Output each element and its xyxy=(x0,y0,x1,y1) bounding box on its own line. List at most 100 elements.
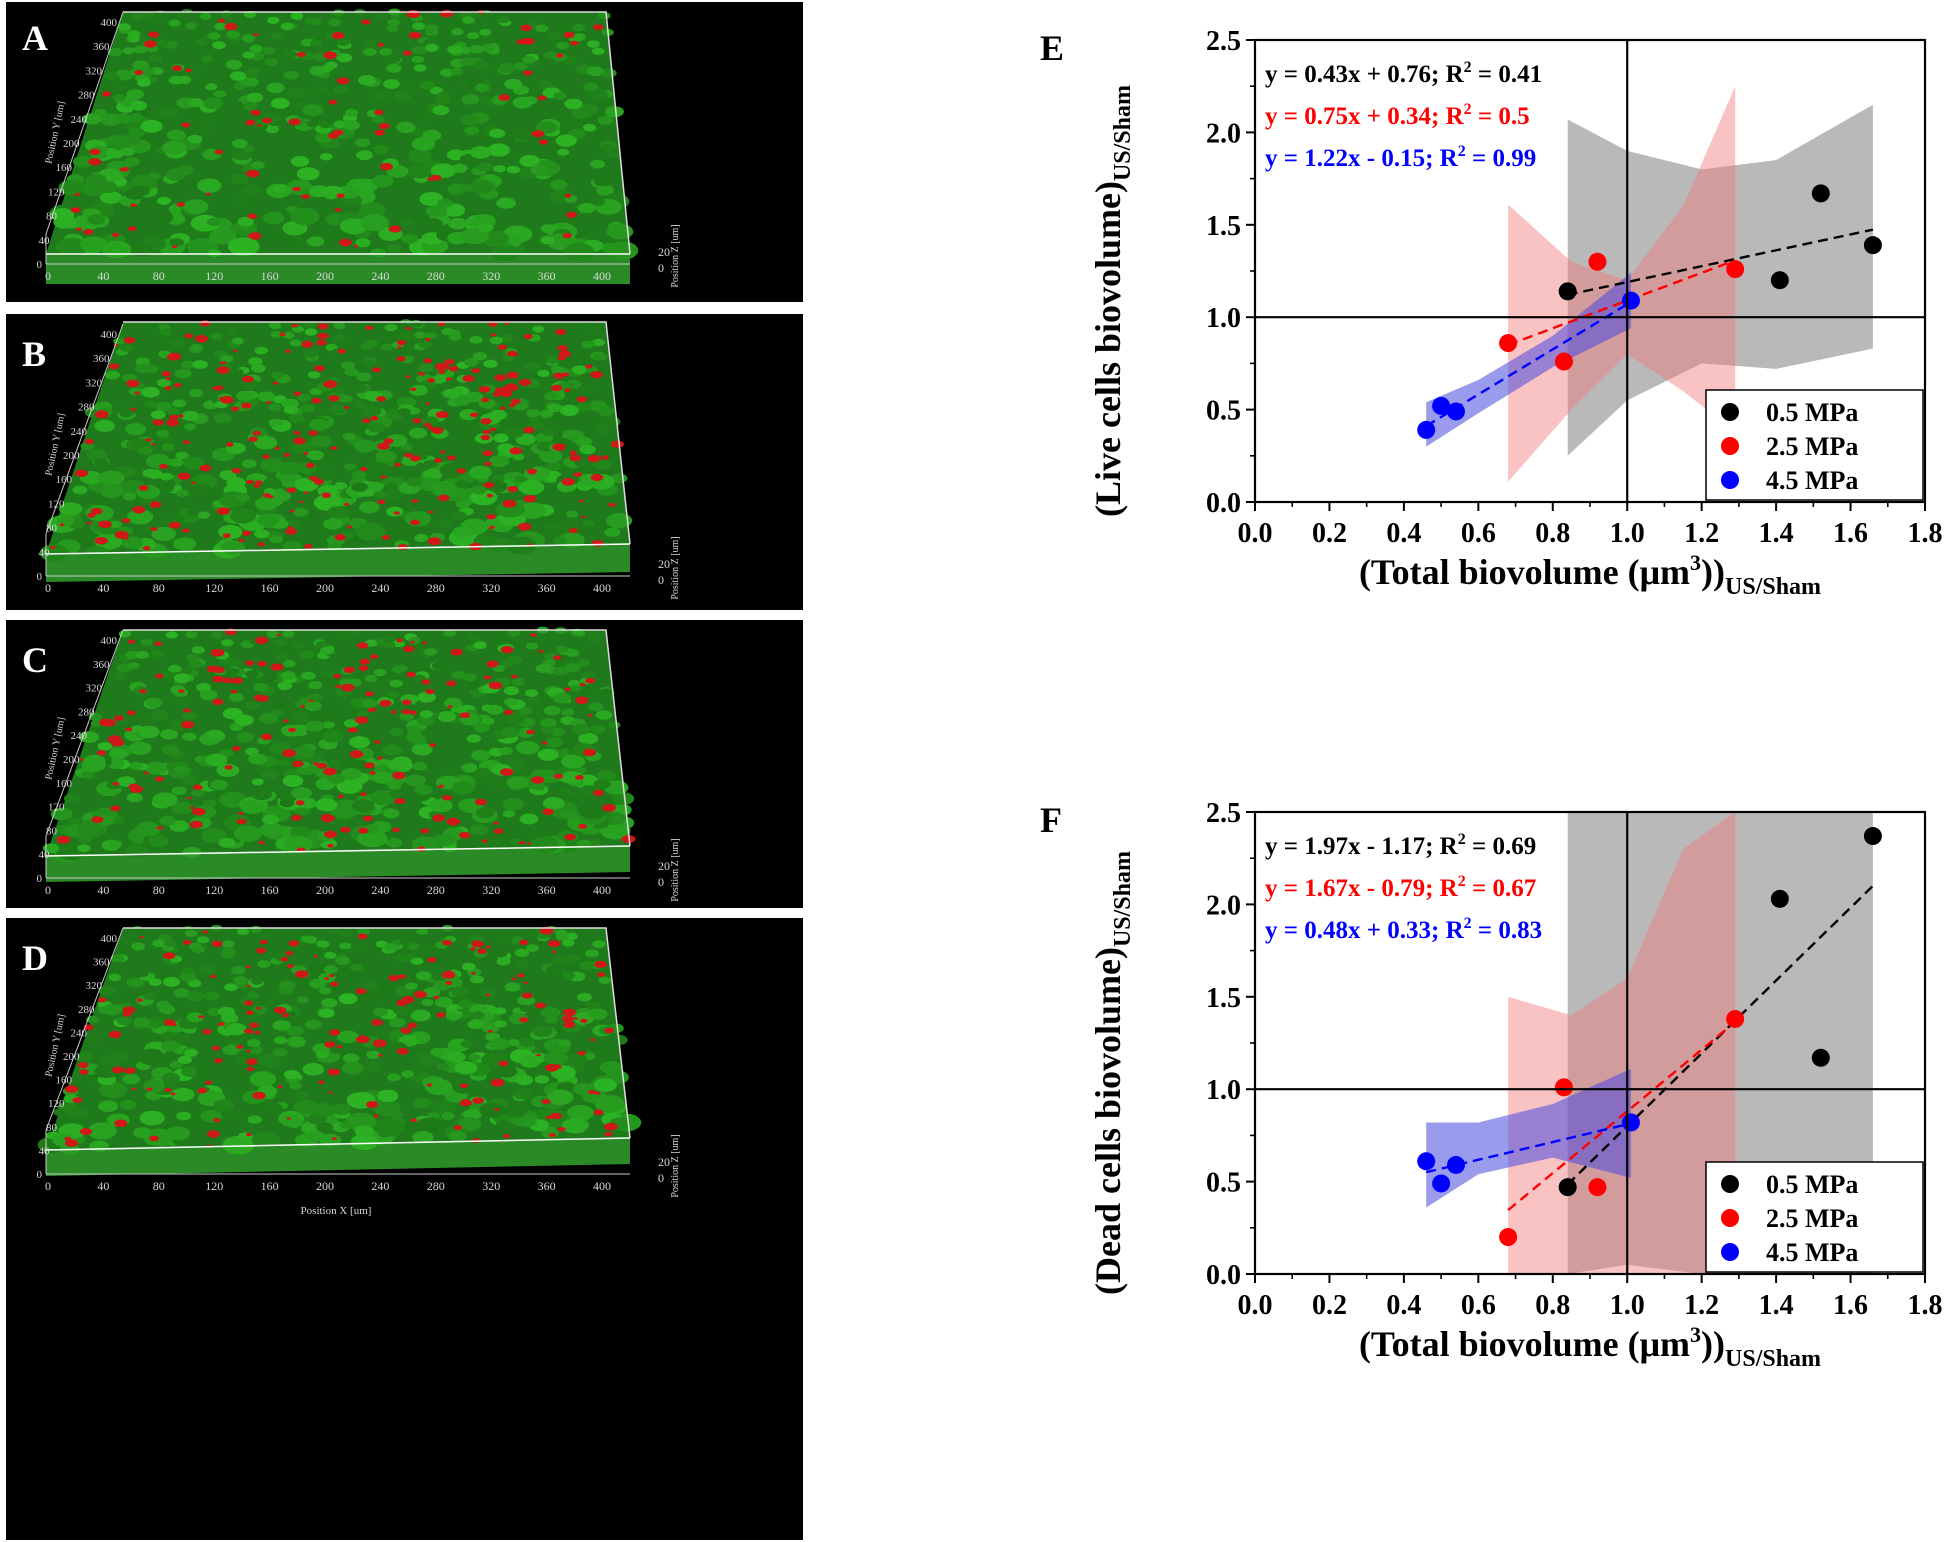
dead-cell-cluster xyxy=(511,977,517,981)
y-tick-label: 320 xyxy=(86,980,103,992)
dead-cell-cluster xyxy=(232,746,241,751)
dead-cell-cluster xyxy=(402,50,412,56)
live-cell-cluster xyxy=(259,823,284,838)
y-tick-label: 400 xyxy=(101,635,118,647)
live-cell-cluster xyxy=(399,79,412,87)
dead-cell-cluster xyxy=(370,415,379,421)
live-cell-cluster xyxy=(451,986,470,997)
dead-cell-cluster xyxy=(246,1132,252,1137)
live-cell-cluster xyxy=(335,632,349,640)
live-cell-cluster xyxy=(157,106,179,119)
live-cell-cluster xyxy=(133,1017,151,1028)
live-cell-cluster xyxy=(540,717,557,728)
live-cell-cluster xyxy=(374,1118,406,1137)
x-tick-label: 1.4 xyxy=(1759,1290,1794,1321)
live-cell-cluster xyxy=(422,218,443,230)
live-cell-cluster xyxy=(100,1128,114,1136)
dead-cell-cluster xyxy=(282,1013,290,1018)
live-cell-cluster xyxy=(540,1007,560,1019)
dead-cell-cluster xyxy=(334,207,342,212)
data-point-series-1 xyxy=(1588,1178,1607,1197)
live-cell-cluster xyxy=(535,121,558,134)
y-tick-label: 80 xyxy=(46,1122,58,1134)
z-tick-label: 0 xyxy=(658,573,664,587)
live-cell-cluster xyxy=(518,707,533,716)
y-tick-label: 0.0 xyxy=(1206,488,1241,519)
dead-cell-cluster xyxy=(206,665,220,673)
dead-cell-cluster xyxy=(604,1027,615,1034)
live-cell-cluster xyxy=(319,153,333,161)
dead-cell-cluster xyxy=(535,1002,546,1009)
dead-cell-cluster xyxy=(488,525,495,530)
live-cell-cluster xyxy=(135,357,151,366)
live-cell-cluster xyxy=(386,25,399,33)
dead-cell-cluster xyxy=(557,345,568,351)
y-tick-label: 1.0 xyxy=(1206,303,1241,334)
live-cell-cluster xyxy=(199,425,214,434)
dead-cell-cluster xyxy=(257,542,265,547)
dead-cell-cluster xyxy=(202,1029,212,1035)
dead-cell-cluster xyxy=(380,162,393,171)
live-cell-cluster xyxy=(242,77,259,87)
live-cell-cluster xyxy=(407,725,422,734)
live-cell-cluster xyxy=(451,28,464,36)
live-cell-cluster xyxy=(457,423,478,436)
live-cell-cluster xyxy=(322,721,336,729)
live-cell-cluster xyxy=(131,926,144,933)
live-cell-cluster xyxy=(519,813,539,825)
live-cell-cluster xyxy=(558,484,574,493)
dead-cell-cluster xyxy=(174,383,182,388)
dead-cell-cluster xyxy=(591,539,604,547)
live-cell-cluster xyxy=(361,698,378,708)
live-cell-cluster xyxy=(561,708,575,716)
dead-cell-cluster xyxy=(485,945,491,949)
live-cell-cluster xyxy=(518,502,547,519)
dead-cell-cluster xyxy=(253,33,259,37)
live-cell-cluster xyxy=(405,982,418,990)
dead-cell-cluster xyxy=(167,352,182,361)
dead-cell-cluster xyxy=(517,973,525,978)
x-tick-label: 320 xyxy=(482,581,500,595)
live-cell-cluster xyxy=(201,828,227,844)
live-cell-cluster xyxy=(227,368,244,378)
dead-cell-cluster xyxy=(421,679,431,685)
live-cell-cluster xyxy=(241,480,267,496)
dead-cell-cluster xyxy=(292,186,301,192)
dead-cell-cluster xyxy=(246,1066,255,1072)
dead-cell-cluster xyxy=(545,1064,559,1072)
dead-cell-cluster xyxy=(366,1101,379,1108)
live-cell-cluster xyxy=(247,1115,262,1124)
live-cell-cluster xyxy=(577,659,590,667)
live-cell-cluster xyxy=(532,1025,553,1037)
live-cell-cluster xyxy=(126,977,144,988)
live-cell-cluster xyxy=(375,940,388,948)
live-cell-cluster xyxy=(557,148,570,156)
dead-cell-cluster xyxy=(101,91,112,97)
y-tick-label: 1.5 xyxy=(1206,983,1241,1014)
dead-cell-cluster xyxy=(486,493,494,498)
legend-marker-1 xyxy=(1721,1209,1739,1227)
live-cell-cluster xyxy=(297,393,311,402)
live-cell-cluster xyxy=(425,43,439,52)
live-cell-cluster xyxy=(229,71,247,81)
live-cell-cluster xyxy=(280,670,296,680)
live-cell-cluster xyxy=(440,1112,455,1121)
live-cell-cluster xyxy=(120,344,134,352)
dead-cell-cluster xyxy=(317,332,329,340)
live-cell-cluster xyxy=(591,47,605,55)
dead-cell-cluster xyxy=(126,379,140,388)
live-cell-cluster xyxy=(579,960,595,970)
live-cell-cluster xyxy=(510,677,526,687)
dead-cell-cluster xyxy=(316,762,328,769)
dead-cell-cluster xyxy=(164,1087,172,1092)
live-cell-cluster xyxy=(349,736,371,749)
live-cell-cluster xyxy=(505,427,524,439)
live-cell-cluster xyxy=(286,1036,306,1048)
y-tick-label: 0 xyxy=(37,873,43,885)
dead-cell-cluster xyxy=(412,418,422,424)
dead-cell-cluster xyxy=(573,1017,578,1020)
dead-cell-cluster xyxy=(270,663,284,671)
dead-cell-cluster xyxy=(340,683,355,692)
live-cell-cluster xyxy=(187,134,203,144)
live-cell-cluster xyxy=(383,641,396,649)
